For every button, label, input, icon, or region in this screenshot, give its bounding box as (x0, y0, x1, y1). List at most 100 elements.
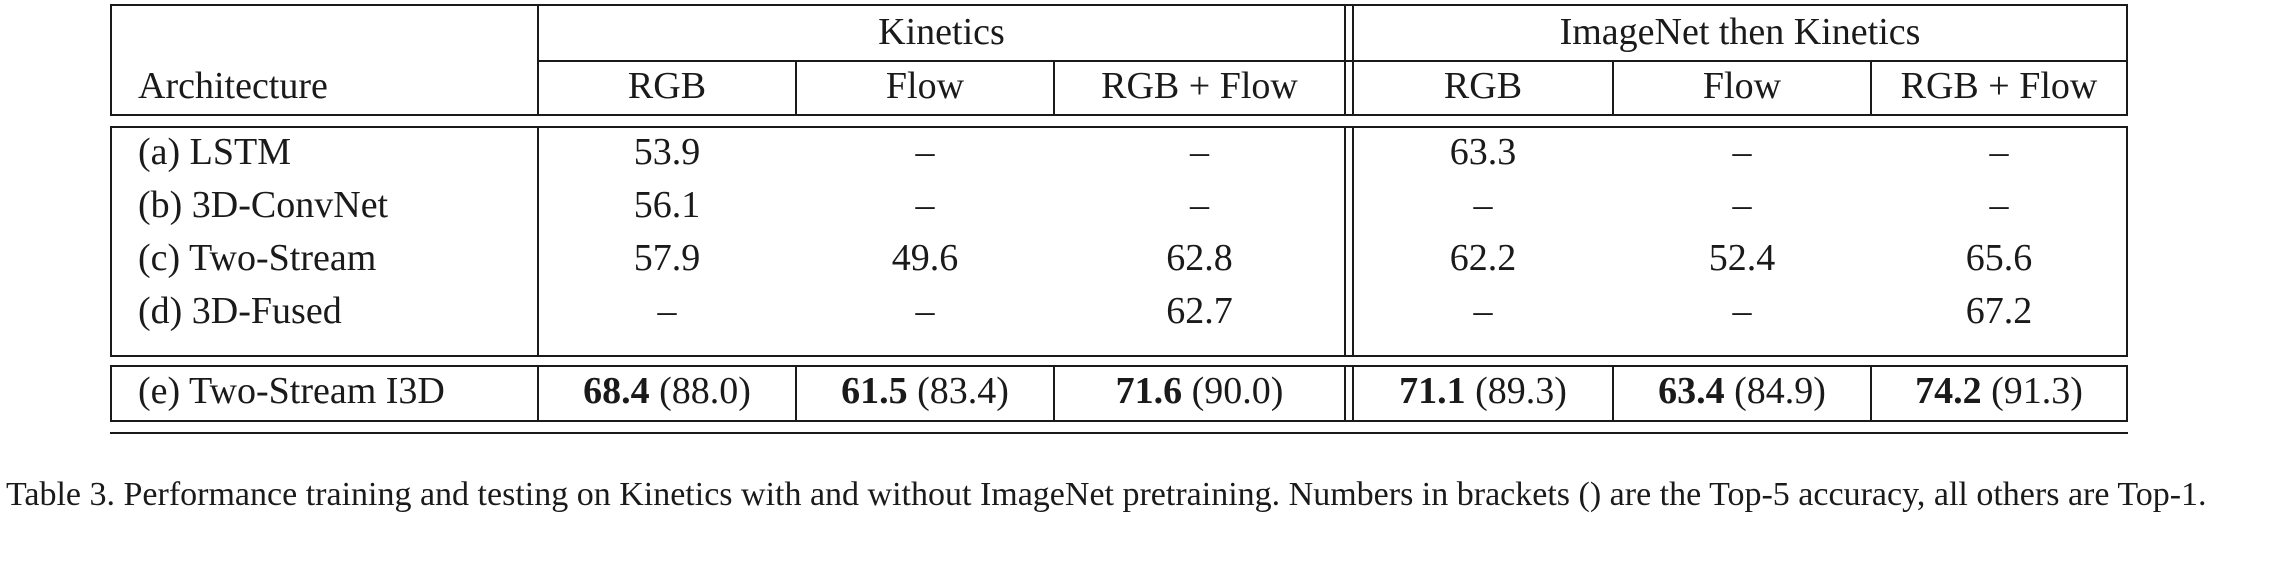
subheader-kinetics-rgb: RGB (627, 65, 707, 107)
top1-accuracy: 71.6 (1115, 370, 1183, 412)
table-cell: – (1872, 185, 2126, 225)
group-header-imagenet-kinetics: ImageNet then Kinetics (1559, 11, 1921, 53)
vline-left (110, 126, 112, 357)
rule-final-top (110, 365, 2128, 367)
accuracy-value: – (1473, 290, 1493, 332)
vline-split-b (1352, 4, 1354, 116)
table-cell: 53.9 (539, 132, 795, 172)
vline-c5 (1870, 60, 1872, 116)
vline-arch (537, 365, 539, 422)
accuracy-value: – (1190, 131, 1209, 173)
accuracy-value: 62.8 (1166, 237, 1233, 279)
rule-body-bottom (110, 355, 2128, 357)
subheader-imagenet-rgb-flow: RGB + Flow (1900, 65, 2098, 107)
vline-c2 (1053, 60, 1055, 116)
vline-split-a (1344, 126, 1346, 357)
table-cell: – (1614, 291, 1870, 331)
vline-c2 (1053, 365, 1055, 422)
table-cell: 57.9 (539, 238, 795, 278)
top1-accuracy: 63.4 (1658, 370, 1725, 412)
top5-accuracy: (89.3) (1465, 370, 1567, 412)
accuracy-value: – (1989, 131, 2009, 173)
accuracy-value: – (1989, 184, 2009, 226)
group-header-kinetics: Kinetics (878, 11, 1005, 53)
table-cell: 63.4 (84.9) (1614, 371, 1870, 411)
vline-left (110, 4, 112, 116)
top5-accuracy: (83.4) (907, 370, 1009, 412)
table-cell: 62.8 (1055, 238, 1344, 278)
vline-right (2126, 126, 2128, 357)
table-cell: – (1872, 132, 2126, 172)
subheader-imagenet-flow: Flow (1702, 65, 1782, 107)
vline-split-b (1352, 126, 1354, 357)
accuracy-value: – (1732, 131, 1752, 173)
table-cell: – (1614, 185, 1870, 225)
rule-bottom (110, 432, 2128, 434)
accuracy-value: – (1473, 184, 1493, 226)
table-cell: – (1354, 291, 1612, 331)
accuracy-value: 65.6 (1965, 237, 2033, 279)
table-cell: – (1055, 185, 1344, 225)
vline-split-a (1344, 365, 1346, 422)
accuracy-value: – (915, 131, 935, 173)
vline-arch (537, 4, 539, 116)
accuracy-value: – (915, 290, 935, 332)
rule-group-header (537, 60, 2128, 62)
accuracy-value: 52.4 (1708, 237, 1776, 279)
rule-header-bottom (110, 114, 2128, 116)
accuracy-value: – (915, 184, 935, 226)
accuracy-value: – (1190, 184, 1209, 226)
accuracy-value: 67.2 (1965, 290, 2033, 332)
table-cell: 65.6 (1872, 238, 2126, 278)
vline-arch (537, 126, 539, 357)
row-architecture-name: (b) 3D-ConvNet (138, 184, 389, 226)
vline-right (2126, 365, 2128, 422)
subheader-kinetics-rgb-flow: RGB + Flow (1101, 65, 1298, 107)
table-cell: – (1055, 132, 1344, 172)
vline-c4 (1612, 60, 1614, 116)
top1-accuracy: 71.1 (1399, 370, 1466, 412)
row-architecture-name: (e) Two-Stream I3D (138, 370, 445, 412)
top5-accuracy: (90.0) (1182, 370, 1284, 412)
top5-accuracy: (84.9) (1724, 370, 1826, 412)
accuracy-value: – (1732, 290, 1752, 332)
table-cell: – (539, 291, 795, 331)
row-architecture-name: (c) Two-Stream (138, 237, 377, 279)
table-caption: Table 3. Performance training and testin… (6, 476, 2207, 513)
vline-left (110, 365, 112, 422)
top5-accuracy: (91.3) (1981, 370, 2083, 412)
top5-accuracy: (88.0) (649, 370, 751, 412)
table-cell: 63.3 (1354, 132, 1612, 172)
accuracy-value: 62.7 (1166, 290, 1233, 332)
subheader-imagenet-rgb: RGB (1443, 65, 1523, 107)
row-architecture-name: (d) 3D-Fused (138, 290, 342, 332)
accuracy-value: – (1732, 184, 1752, 226)
table-cell: – (797, 185, 1053, 225)
accuracy-value: 56.1 (633, 184, 701, 226)
vline-c1 (795, 365, 797, 422)
table-cell: – (1614, 132, 1870, 172)
rule-body-top (110, 126, 2128, 128)
accuracy-value: – (657, 290, 677, 332)
top1-accuracy: 68.4 (583, 370, 650, 412)
vline-split-b (1352, 365, 1354, 422)
accuracy-value: 49.6 (891, 237, 959, 279)
vline-c1 (795, 60, 797, 116)
table-cell: 62.2 (1354, 238, 1612, 278)
top1-accuracy: 61.5 (841, 370, 908, 412)
table-cell: 52.4 (1614, 238, 1870, 278)
top1-accuracy: 74.2 (1915, 370, 1982, 412)
table-cell: – (797, 132, 1053, 172)
table-cell: 71.6 (90.0) (1055, 371, 1344, 411)
accuracy-value: 57.9 (633, 237, 701, 279)
vline-right (2126, 4, 2128, 116)
table-cell: 62.7 (1055, 291, 1344, 331)
table-cell: – (797, 291, 1053, 331)
accuracy-value: 62.2 (1449, 237, 1517, 279)
vline-split-a (1344, 4, 1346, 116)
table-cell: – (1354, 185, 1612, 225)
table-cell: 67.2 (1872, 291, 2126, 331)
table-cell: 74.2 (91.3) (1872, 371, 2126, 411)
table-cell: 61.5 (83.4) (797, 371, 1053, 411)
accuracy-value: 53.9 (633, 131, 701, 173)
